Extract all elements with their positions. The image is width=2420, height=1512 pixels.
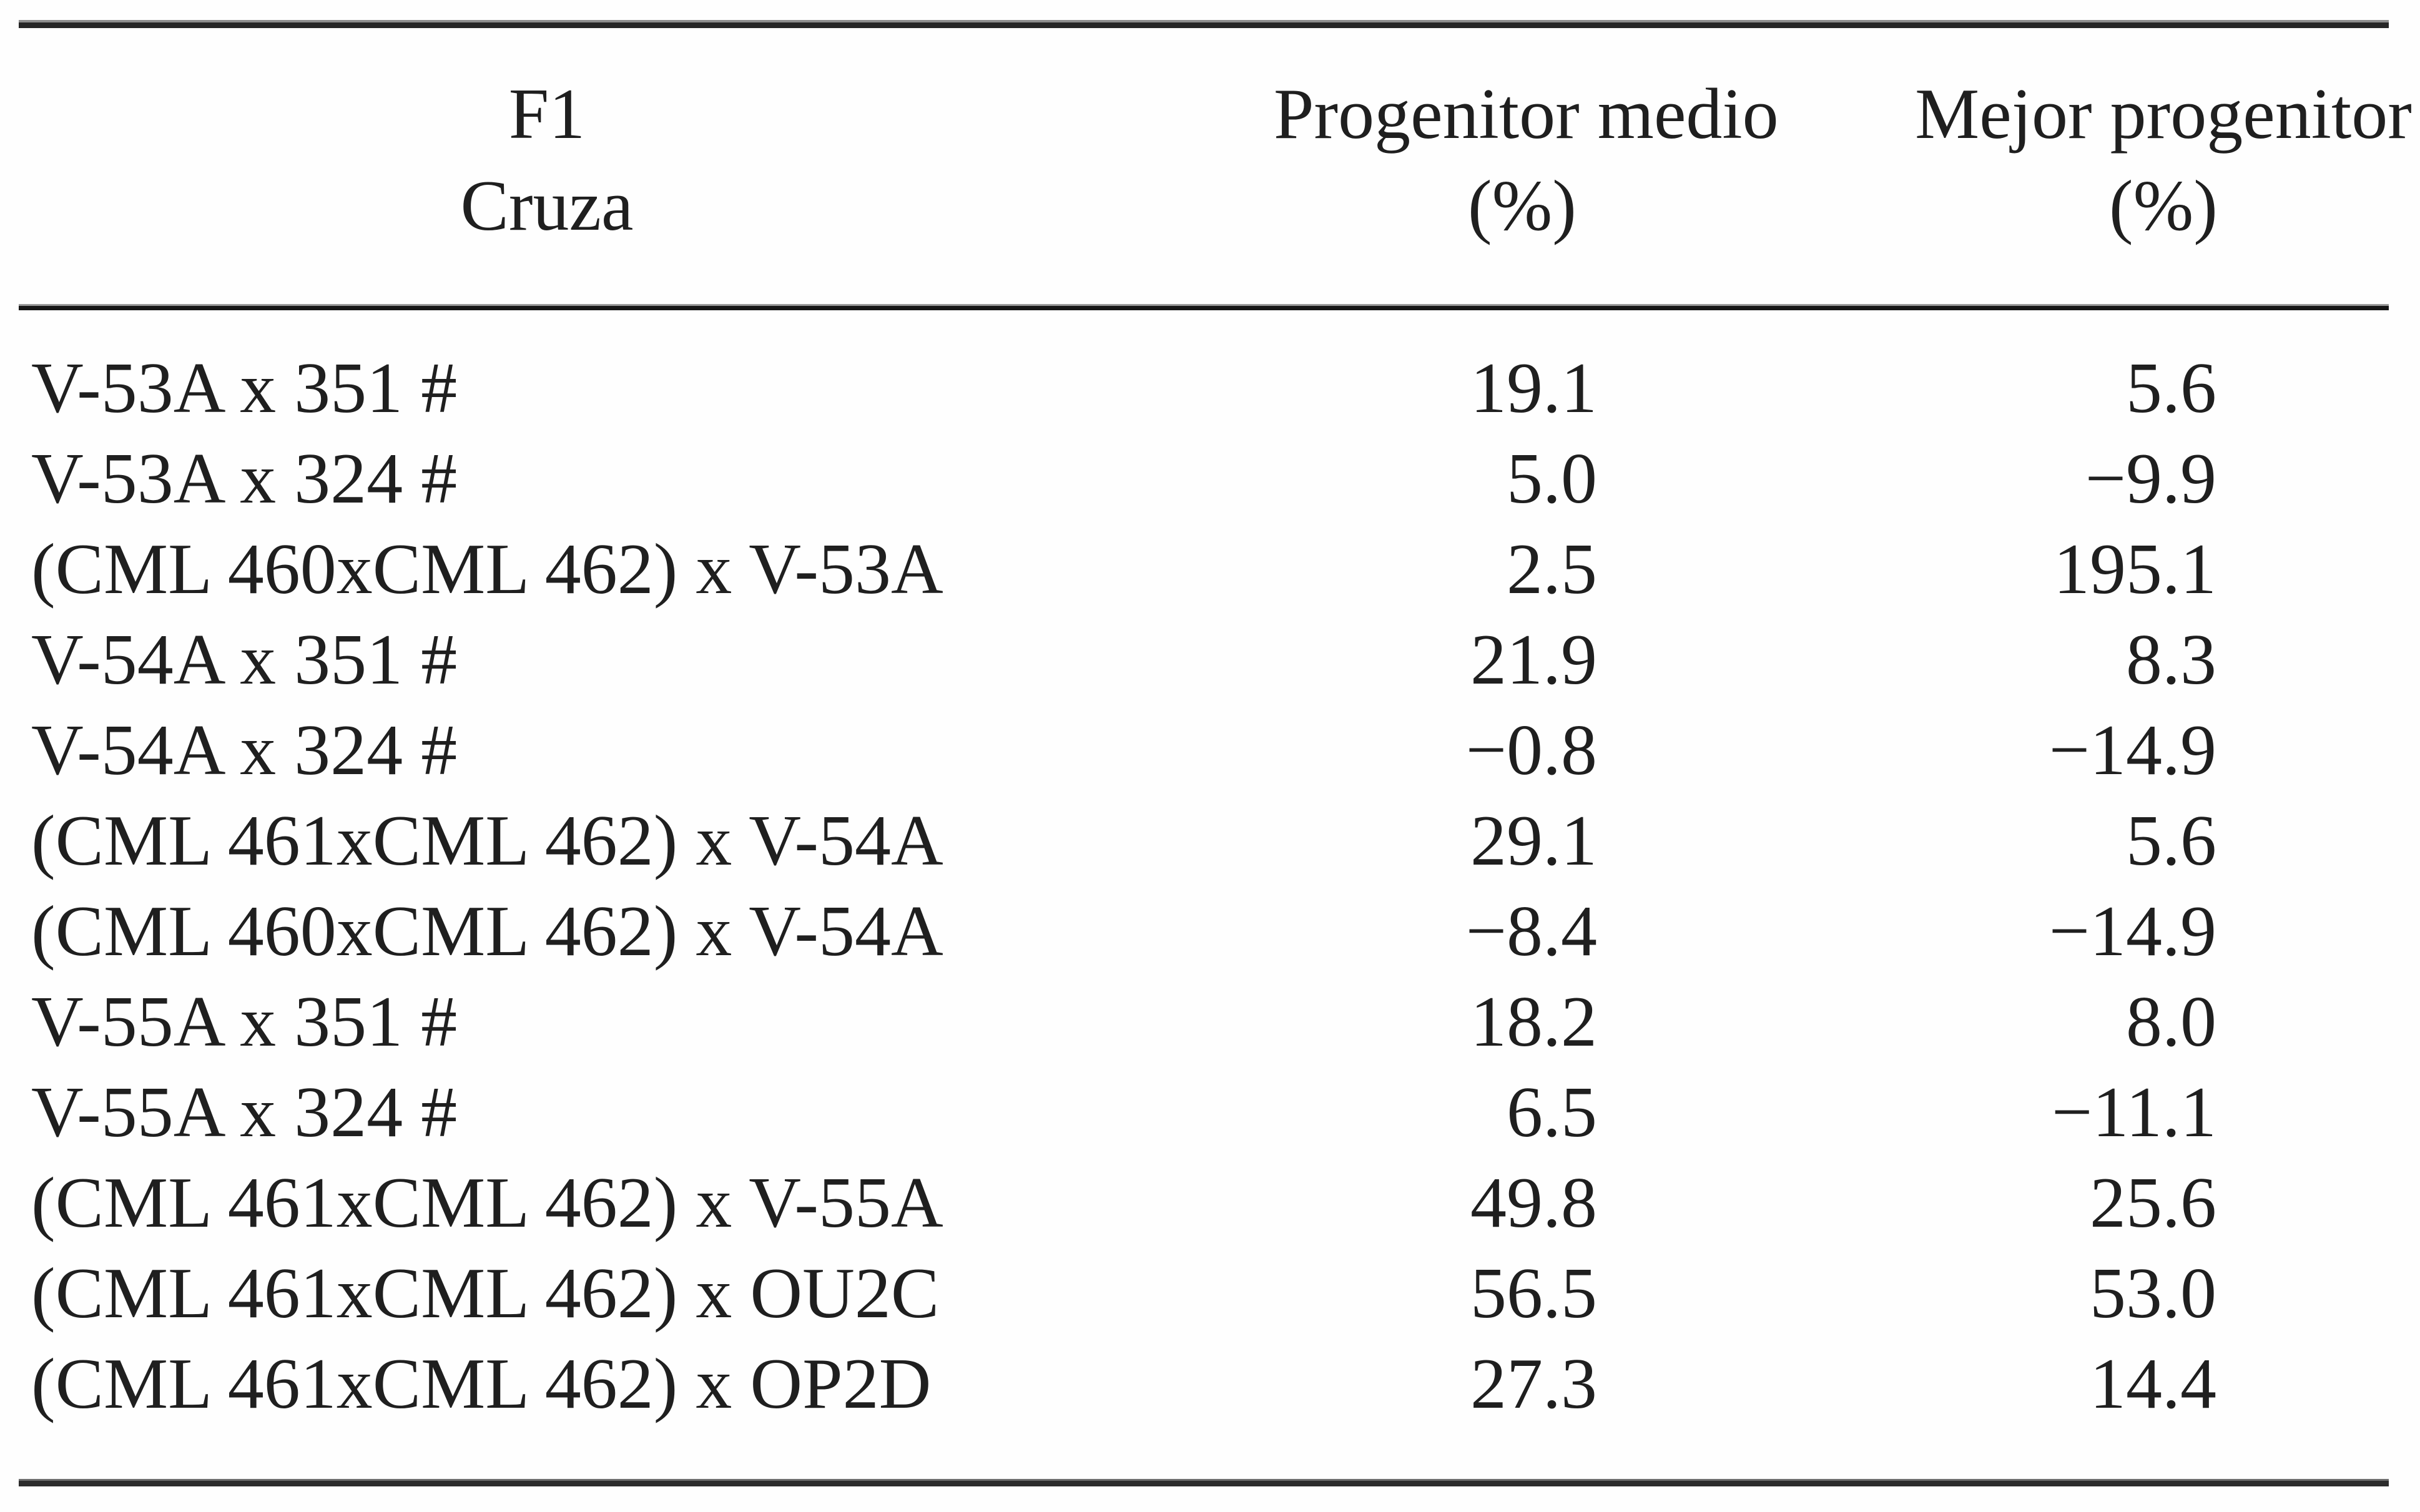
table-body: V-53A x 351 # 19.1 5.6 V-53A x 324 # 5.0… (0, 343, 2420, 1430)
cell-progenitor-medio: 6.5 (1507, 1073, 1597, 1152)
cell-mejor-progenitor: 195.1 (2054, 529, 2216, 609)
column-header-cruza-line1: F1 (508, 74, 586, 154)
column-header-progenitor-medio: Progenitor medio (%) (1274, 69, 1779, 252)
cell-mejor-progenitor: −14.9 (2049, 710, 2216, 790)
column-header-cruza: F1 Cruza (47, 69, 1046, 252)
table-row: (CML 460xCML 462) x V-53A 2.5 195.1 (0, 524, 2420, 615)
table-bottom-rule (19, 1479, 2389, 1486)
table-row: V-54A x 351 # 21.9 8.3 (0, 615, 2420, 705)
cell-cruza: V-55A x 351 # (31, 982, 458, 1062)
table-row: V-53A x 324 # 5.0 −9.9 (0, 434, 2420, 524)
cell-mejor-progenitor: 5.6 (2126, 348, 2216, 428)
table-row: V-53A x 351 # 19.1 5.6 (0, 343, 2420, 434)
cell-mejor-progenitor: 8.0 (2126, 982, 2216, 1062)
column-header-progenitor-medio-line2: (%) (1468, 166, 1576, 246)
cell-cruza: (CML 461xCML 462) x OP2D (31, 1344, 932, 1424)
cell-progenitor-medio: 21.9 (1470, 620, 1597, 700)
cell-mejor-progenitor: 14.4 (2090, 1344, 2216, 1424)
cell-cruza: (CML 460xCML 462) x V-54A (31, 891, 943, 971)
table-header-separator-rule (19, 304, 2389, 310)
cell-cruza: (CML 461xCML 462) x V-55A (31, 1163, 943, 1243)
cell-cruza: V-54A x 324 # (31, 710, 458, 790)
cell-progenitor-medio: 2.5 (1507, 529, 1597, 609)
cell-progenitor-medio: 29.1 (1470, 801, 1597, 881)
column-header-mejor-progenitor-line2: (%) (2109, 166, 2218, 246)
table-top-rule (19, 20, 2389, 28)
cell-progenitor-medio: 18.2 (1470, 982, 1597, 1062)
cell-mejor-progenitor: −9.9 (2085, 439, 2216, 519)
cell-progenitor-medio: 49.8 (1470, 1163, 1597, 1243)
cell-mejor-progenitor: 25.6 (2090, 1163, 2216, 1243)
cell-cruza: V-54A x 351 # (31, 620, 458, 700)
cell-mejor-progenitor: −11.1 (2051, 1073, 2216, 1152)
table-row: (CML 461xCML 462) x V-55A 49.8 25.6 (0, 1158, 2420, 1249)
cell-cruza: V-55A x 324 # (31, 1073, 458, 1152)
cell-mejor-progenitor: 53.0 (2090, 1254, 2216, 1333)
cell-cruza: V-53A x 324 # (31, 439, 458, 519)
table-row: (CML 461xCML 462) x V-54A 29.1 5.6 (0, 796, 2420, 886)
table-row: (CML 461xCML 462) x OP2D 27.3 14.4 (0, 1339, 2420, 1430)
table-row: V-55A x 351 # 18.2 8.0 (0, 977, 2420, 1068)
column-header-mejor-progenitor: Mejor progenitor (%) (1904, 69, 2420, 252)
table-row: V-55A x 324 # 6.5 −11.1 (0, 1068, 2420, 1158)
cell-cruza: (CML 461xCML 462) x V-54A (31, 801, 943, 881)
table-row: (CML 461xCML 462) x OU2C 56.5 53.0 (0, 1249, 2420, 1339)
table-row: V-54A x 324 # −0.8 −14.9 (0, 705, 2420, 796)
cell-progenitor-medio: 56.5 (1470, 1254, 1597, 1333)
cell-mejor-progenitor: −14.9 (2049, 891, 2216, 971)
table-row: (CML 460xCML 462) x V-54A −8.4 −14.9 (0, 886, 2420, 977)
cell-cruza: (CML 461xCML 462) x OU2C (31, 1254, 940, 1333)
column-header-mejor-progenitor-line1: Mejor progenitor (1915, 74, 2412, 154)
cell-mejor-progenitor: 5.6 (2126, 801, 2216, 881)
cell-mejor-progenitor: 8.3 (2126, 620, 2216, 700)
cell-progenitor-medio: −0.8 (1465, 710, 1597, 790)
cell-progenitor-medio: 19.1 (1470, 348, 1597, 428)
cell-cruza: (CML 460xCML 462) x V-53A (31, 529, 943, 609)
column-header-progenitor-medio-line1: Progenitor medio (1274, 74, 1779, 154)
cell-progenitor-medio: −8.4 (1465, 891, 1597, 971)
cell-progenitor-medio: 27.3 (1470, 1344, 1597, 1424)
cell-progenitor-medio: 5.0 (1507, 439, 1597, 519)
column-header-cruza-line2: Cruza (460, 166, 634, 246)
cell-cruza: V-53A x 351 # (31, 348, 458, 428)
